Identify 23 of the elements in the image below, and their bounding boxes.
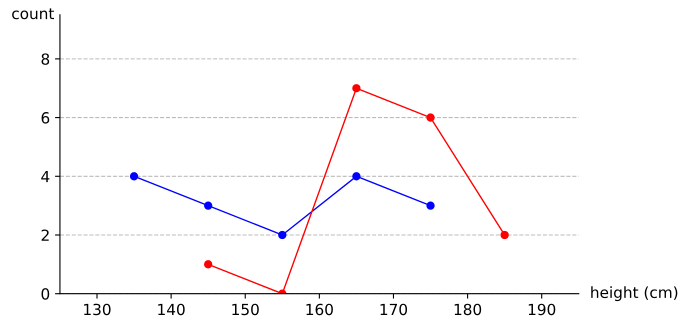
x-tick-label: 190 <box>528 304 556 316</box>
point <box>278 230 286 240</box>
y-tick-label: 6 <box>42 112 50 124</box>
point <box>500 230 509 240</box>
y-axis-title: count <box>12 8 54 20</box>
point <box>352 84 361 92</box>
point <box>352 172 361 180</box>
x-axis-title: height (cm) <box>591 286 678 302</box>
point <box>204 260 212 269</box>
point <box>426 113 435 122</box>
x-tick-label: 140 <box>158 304 185 316</box>
y-tick-label: 2 <box>42 229 49 241</box>
point <box>204 201 212 210</box>
point <box>130 172 138 180</box>
point <box>426 201 435 210</box>
x-tick-label: 170 <box>380 304 408 316</box>
x-tick-label: 150 <box>232 304 259 316</box>
y-tick-label: 8 <box>42 53 50 65</box>
x-tick-label: 180 <box>454 304 482 316</box>
y-tick-label: 4 <box>41 170 50 182</box>
x-tick-label: 130 <box>84 304 111 316</box>
x-tick-label: 160 <box>306 304 333 316</box>
y-tick-label: 0 <box>42 288 50 300</box>
